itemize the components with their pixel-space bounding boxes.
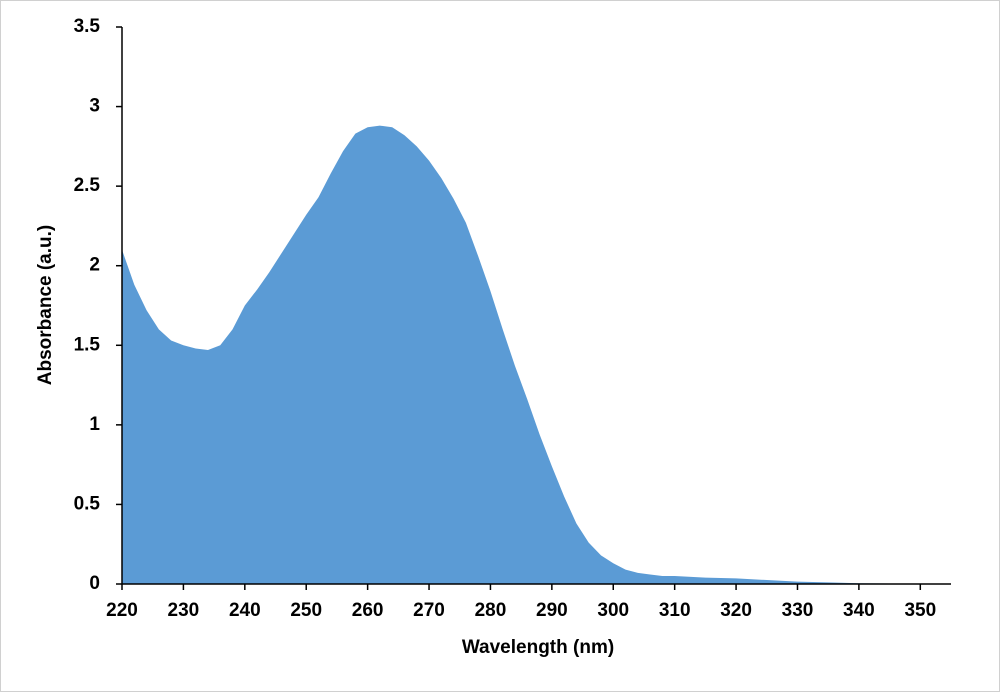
x-tick-label: 290 [536,600,568,621]
x-tick-label: 260 [352,600,384,621]
x-tick-label: 350 [904,600,936,621]
x-tick-label: 310 [659,600,691,621]
x-tick-label: 280 [475,600,507,621]
x-tick-label: 250 [290,600,322,621]
y-tick-label: 1.5 [74,334,101,355]
y-tick-label: 0 [89,573,100,594]
y-tick-label: 2.5 [74,175,101,196]
y-tick-label: 1 [89,414,100,435]
y-axis-title: Absorbance (a.u.) [35,225,56,385]
x-tick-label: 270 [413,600,445,621]
y-tick-label: 0.5 [74,493,101,514]
x-axis-title: Wavelength (nm) [462,637,614,658]
x-tick-label: 220 [106,600,138,621]
area [122,125,951,584]
y-tick-label: 3 [89,96,100,117]
x-tick-label: 330 [782,600,814,621]
x-tick-label: 240 [229,600,261,621]
x-tick-label: 230 [168,600,200,621]
y-tick-label: 2 [89,255,100,276]
x-tick-label: 300 [597,600,629,621]
x-tick-label: 320 [720,600,752,621]
y-tick-label: 3.5 [74,16,101,37]
x-tick-label: 340 [843,600,875,621]
